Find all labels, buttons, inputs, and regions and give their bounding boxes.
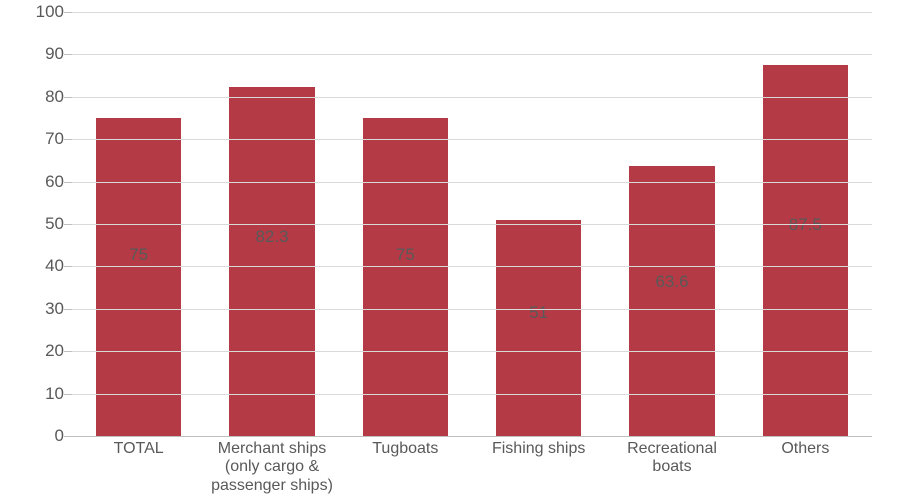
y-tick	[64, 436, 72, 437]
y-tick	[64, 266, 72, 267]
gridline	[72, 224, 872, 225]
bar-value-label: 63.6	[629, 272, 714, 292]
x-axis-label: TOTAL	[72, 440, 205, 458]
bar: 51	[496, 220, 581, 436]
gridline	[72, 54, 872, 55]
gridline	[72, 266, 872, 267]
x-axis-label: Merchant ships (only cargo & passenger s…	[205, 440, 338, 495]
y-tick-label: 60	[8, 172, 64, 192]
gridline	[72, 309, 872, 310]
gridline	[72, 12, 872, 13]
x-axis-label: Fishing ships	[472, 440, 605, 458]
y-tick	[64, 97, 72, 98]
x-axis-label: Others	[739, 440, 872, 458]
plot-area: 75 82.3 75 51 63.6 87.5	[72, 12, 872, 437]
y-tick-label: 70	[8, 129, 64, 149]
y-tick-label: 20	[8, 341, 64, 361]
y-tick	[64, 224, 72, 225]
gridline	[72, 394, 872, 395]
y-tick-label: 40	[8, 256, 64, 276]
gridline	[72, 97, 872, 98]
y-tick-label: 90	[8, 44, 64, 64]
bar: 87.5	[763, 65, 848, 436]
bar-chart: 75 82.3 75 51 63.6 87.5 TOTALMerchant ships (…	[0, 0, 900, 502]
y-tick	[64, 182, 72, 183]
bar-value-label: 51	[496, 303, 581, 323]
y-tick	[64, 351, 72, 352]
gridline	[72, 182, 872, 183]
y-tick-label: 100	[8, 2, 64, 22]
y-tick	[64, 394, 72, 395]
y-tick	[64, 54, 72, 55]
bar-value-label: 82.3	[229, 227, 314, 247]
x-axis-label: Recreational boats	[605, 440, 738, 477]
y-tick-label: 80	[8, 87, 64, 107]
bar: 63.6	[629, 166, 714, 436]
y-tick-label: 30	[8, 299, 64, 319]
gridline	[72, 139, 872, 140]
bar-value-label: 75	[363, 245, 448, 265]
bar: 75	[363, 118, 448, 436]
y-tick-label: 10	[8, 384, 64, 404]
gridline	[72, 351, 872, 352]
y-tick-label: 50	[8, 214, 64, 234]
y-tick	[64, 139, 72, 140]
bar: 75	[96, 118, 181, 436]
x-axis-labels: TOTALMerchant ships (only cargo & passen…	[72, 440, 872, 502]
y-tick	[64, 309, 72, 310]
y-tick-label: 0	[8, 426, 64, 446]
x-axis-label: Tugboats	[339, 440, 472, 458]
y-tick	[64, 12, 72, 13]
bar-value-label: 75	[96, 245, 181, 265]
